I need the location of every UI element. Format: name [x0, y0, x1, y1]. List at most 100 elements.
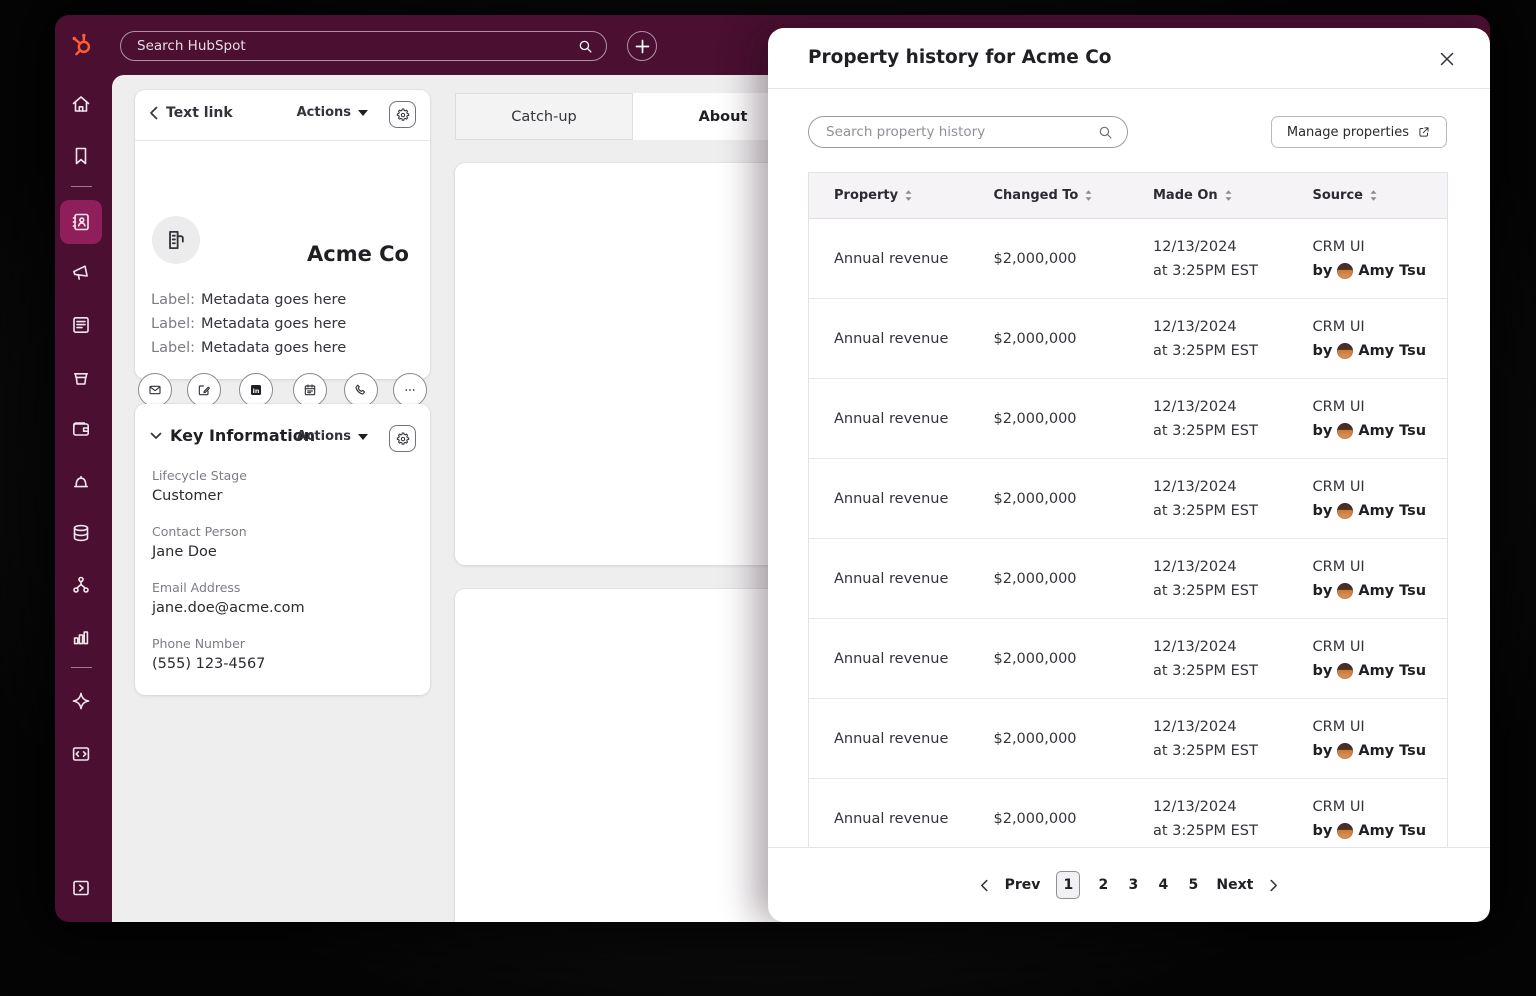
tab-catch-up[interactable]: Catch-up [455, 93, 633, 140]
cell-made-on: 12/13/2024 at 3:25PM EST [1153, 319, 1258, 359]
chevron-left-icon[interactable] [980, 879, 989, 892]
key-info-settings-button[interactable] [389, 425, 416, 452]
user-name: Amy Tsu [1358, 583, 1427, 599]
chevron-down-icon [150, 432, 162, 439]
content-icon[interactable] [69, 313, 93, 337]
contacts-icon [72, 213, 89, 231]
bar-chart-icon[interactable] [69, 625, 93, 649]
record-actions-dropdown[interactable]: Actions [297, 105, 368, 120]
record-settings-button[interactable] [389, 101, 416, 128]
cell-property: Annual revenue [834, 810, 949, 827]
cell-changed-to: $2,000,000 [993, 730, 1077, 747]
cell-source: CRM UI by Amy Tsu [1288, 219, 1448, 298]
actions-label: Actions [296, 105, 351, 120]
chevron-left-icon [150, 106, 158, 120]
caret-down-icon [358, 433, 368, 440]
cell-made-on: 12/13/2024 at 3:25PM EST [1153, 559, 1258, 599]
metadata-row: Label: Metadata goes here [151, 292, 347, 308]
table-row[interactable]: Annual revenue $2,000,000 12/13/2024 at … [809, 299, 1447, 379]
create-button[interactable] [627, 31, 657, 61]
prev-page-button[interactable]: Prev [1004, 877, 1041, 893]
property-history-search-input[interactable] [826, 117, 1088, 147]
wallet-icon[interactable] [69, 417, 93, 441]
column-header-source[interactable]: Source [1288, 173, 1448, 218]
property-history-search[interactable] [808, 116, 1128, 148]
cell-changed-to: $2,000,000 [993, 250, 1077, 267]
bookmark-icon[interactable] [69, 144, 93, 168]
global-search[interactable] [120, 31, 607, 61]
gear-icon [396, 431, 409, 445]
field-phone-number: Phone Number (555) 123-4567 [152, 636, 266, 672]
panel-title: Property history for Acme Co [808, 47, 1112, 68]
megaphone-icon[interactable] [69, 261, 93, 285]
expand-icon[interactable] [69, 876, 93, 900]
page-button-1[interactable]: 1 [1056, 871, 1081, 899]
key-info-actions-dropdown[interactable]: Actions [297, 429, 368, 444]
cell-property: Annual revenue [834, 730, 949, 747]
cell-made-on: 12/13/2024 at 3:25PM EST [1153, 639, 1258, 679]
actions-label: Actions [296, 429, 351, 444]
column-header-made-on[interactable]: Made On [1128, 173, 1288, 218]
back-link-label: Text link [166, 105, 233, 121]
column-header-property[interactable]: Property [809, 173, 969, 218]
sort-icon [905, 190, 912, 201]
home-icon[interactable] [69, 92, 93, 116]
field-email-address: Email Address jane.doe@acme.com [152, 580, 305, 616]
table-row[interactable]: Annual revenue $2,000,000 12/13/2024 at … [809, 459, 1447, 539]
column-header-changed-to[interactable]: Changed To [969, 173, 1129, 218]
workflow-icon[interactable] [69, 573, 93, 597]
manage-properties-button[interactable]: Manage properties [1270, 116, 1447, 148]
email-icon [149, 385, 161, 395]
basket-icon[interactable] [69, 365, 93, 389]
table-row[interactable]: Annual revenue $2,000,000 12/13/2024 at … [809, 779, 1447, 847]
close-panel-button[interactable] [1436, 48, 1458, 70]
code-icon[interactable] [69, 742, 93, 766]
page-button-5[interactable]: 5 [1188, 877, 1199, 893]
plus-icon [635, 39, 649, 53]
company-avatar [152, 216, 200, 264]
cell-property: Annual revenue [834, 410, 949, 427]
user-avatar [1337, 423, 1354, 439]
nav-divider [71, 186, 92, 187]
calendar-icon [304, 384, 315, 396]
next-page-button[interactable]: Next [1216, 877, 1254, 893]
cell-made-on: 12/13/2024 at 3:25PM EST [1153, 719, 1258, 759]
cell-made-on: 12/13/2024 at 3:25PM EST [1153, 239, 1258, 279]
note-icon [199, 385, 211, 396]
page-button-3[interactable]: 3 [1128, 877, 1139, 893]
phone-icon [355, 384, 365, 395]
database-icon[interactable] [69, 521, 93, 545]
metadata-list: Label: Metadata goes here Label: Metadat… [151, 288, 346, 360]
table-row[interactable]: Annual revenue $2,000,000 12/13/2024 at … [809, 539, 1447, 619]
user-name: Amy Tsu [1358, 503, 1427, 519]
key-info-card: Key Information Actions Lifecycle Stage … [135, 404, 430, 695]
hubspot-logo-icon[interactable] [68, 31, 96, 59]
cell-made-on: 12/13/2024 at 3:25PM EST [1153, 479, 1258, 519]
about-card-empty [455, 163, 811, 565]
gear-icon [396, 107, 409, 121]
page-button-4[interactable]: 4 [1158, 877, 1169, 893]
pagination: Prev 1 2 3 4 5 Next [768, 847, 1490, 922]
key-info-title[interactable]: Key Information [150, 426, 315, 445]
metadata-row: Label: Metadata goes here [151, 316, 347, 332]
user-avatar [1337, 263, 1354, 279]
sparkle-icon[interactable] [69, 690, 93, 714]
table-row[interactable]: Annual revenue $2,000,000 12/13/2024 at … [809, 619, 1447, 699]
chevron-right-icon[interactable] [1269, 879, 1278, 892]
global-search-input[interactable] [137, 32, 567, 60]
page-button-2[interactable]: 2 [1098, 877, 1109, 893]
cell-property: Annual revenue [834, 490, 949, 507]
field-contact-person: Contact Person Jane Doe [152, 524, 247, 560]
table-row[interactable]: Annual revenue $2,000,000 12/13/2024 at … [809, 699, 1447, 779]
bell-icon[interactable] [69, 469, 93, 493]
table-row[interactable]: Annual revenue $2,000,000 12/13/2024 at … [809, 379, 1447, 459]
cell-source: CRM UI by Amy Tsu [1288, 379, 1448, 458]
sidebar-item-contacts[interactable] [60, 200, 102, 244]
about-card-empty-2 [455, 589, 811, 922]
user-name: Amy Tsu [1358, 823, 1427, 839]
table-row[interactable]: Annual revenue $2,000,000 12/13/2024 at … [809, 219, 1447, 299]
svg-text:in: in [253, 388, 260, 395]
back-link[interactable]: Text link [149, 105, 233, 121]
caret-down-icon [358, 109, 368, 116]
building-icon [169, 230, 184, 250]
